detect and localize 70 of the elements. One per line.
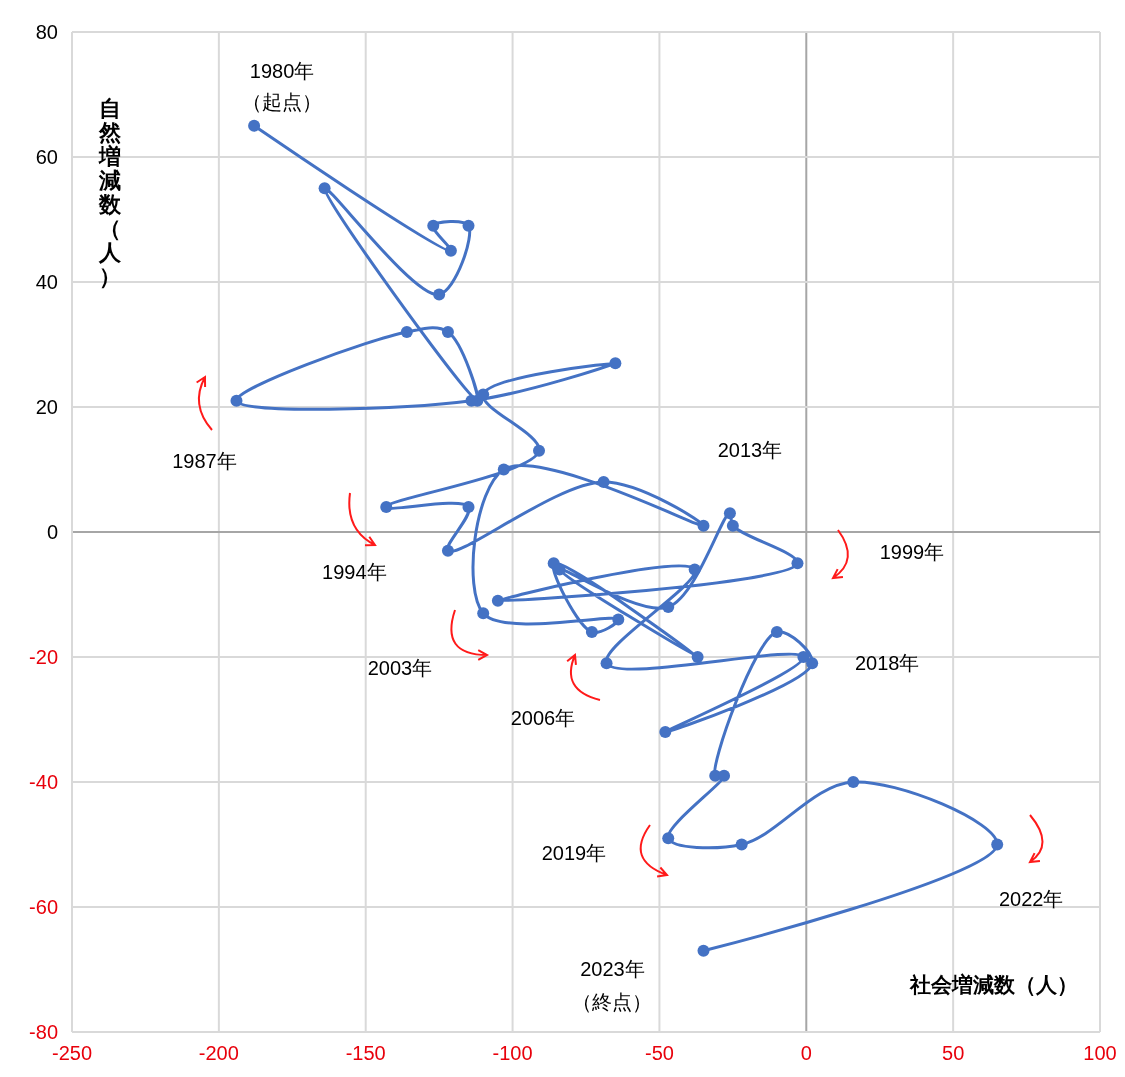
- point: [991, 838, 1004, 851]
- point: [441, 544, 454, 557]
- point: [427, 219, 440, 232]
- point: [462, 219, 475, 232]
- x-tick-label: -50: [644, 1042, 674, 1064]
- point: [770, 626, 783, 638]
- point: [718, 769, 731, 782]
- point: [791, 557, 804, 570]
- point: [662, 601, 675, 613]
- point: [662, 832, 675, 845]
- annotation: 2003年: [367, 657, 433, 679]
- point: [433, 288, 446, 301]
- point: [847, 776, 860, 788]
- point: [597, 476, 610, 488]
- point: [697, 519, 710, 532]
- annotation: 1980年: [249, 59, 315, 82]
- point: [609, 357, 622, 370]
- point: [497, 463, 510, 476]
- x-axis-title: 社会増減数（人）: [909, 973, 1078, 996]
- point: [797, 651, 810, 663]
- y-axis-title: 自然増減数（人）: [98, 96, 122, 289]
- point: [723, 507, 736, 520]
- point: [735, 838, 748, 851]
- y-tick-label: -40: [29, 771, 58, 793]
- annotation: 2022年: [998, 887, 1064, 910]
- annotation: 2023年: [580, 957, 645, 980]
- point: [659, 726, 672, 738]
- point: [441, 326, 454, 338]
- point: [491, 594, 504, 607]
- point: [691, 651, 704, 663]
- point: [600, 657, 613, 670]
- point: [806, 657, 819, 670]
- point: [230, 394, 243, 407]
- y-tick-label: 0: [46, 521, 58, 543]
- y-tick-label: -80: [29, 1021, 58, 1043]
- y-tick-label: 40: [35, 271, 58, 293]
- x-tick-label: 100: [1083, 1042, 1117, 1064]
- x-tick-label: 50: [942, 1042, 965, 1064]
- point: [462, 501, 475, 513]
- x-tick-label: -250: [51, 1042, 93, 1064]
- x-tick-label: 0: [800, 1042, 812, 1064]
- x-tick-label: -200: [198, 1042, 239, 1064]
- annotation: 2018年: [854, 652, 920, 675]
- point: [585, 626, 598, 638]
- point: [533, 444, 546, 457]
- annotation: 1999年: [879, 541, 945, 563]
- annotation: （起点）: [242, 90, 323, 113]
- y-tick-label: 60: [35, 146, 58, 168]
- annotation: 2013年: [717, 439, 783, 462]
- annotation: 1987年: [172, 449, 237, 472]
- y-tick-label: -60: [29, 896, 58, 918]
- point: [477, 607, 490, 620]
- annotation: 2006年: [510, 707, 576, 729]
- point: [726, 519, 739, 532]
- annotation: （終点）: [572, 991, 652, 1013]
- point: [444, 244, 457, 257]
- annotation: 1994年: [322, 561, 387, 583]
- x-tick-label: -100: [492, 1042, 533, 1064]
- y-tick-label: -20: [29, 646, 58, 668]
- point: [400, 326, 413, 338]
- point: [697, 944, 710, 957]
- y-tick-label: 80: [35, 21, 58, 43]
- point: [380, 501, 393, 513]
- point: [318, 182, 331, 195]
- point: [248, 119, 261, 132]
- point: [688, 563, 701, 576]
- x-tick-label: -150: [345, 1042, 386, 1064]
- point: [612, 613, 625, 626]
- y-tick-label: 20: [35, 396, 58, 418]
- annotation: 2019年: [541, 842, 607, 864]
